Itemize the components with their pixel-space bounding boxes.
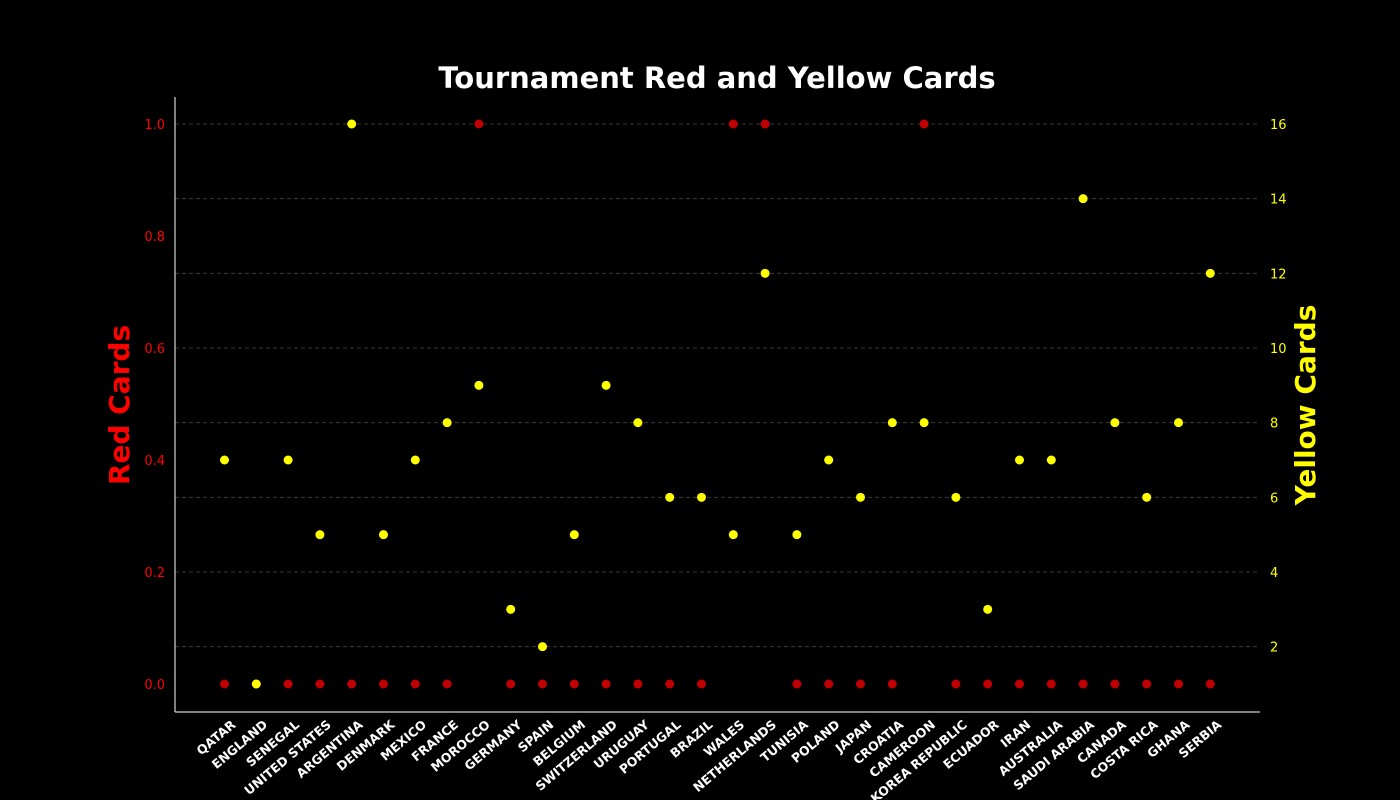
- yellow-card-point: [506, 604, 516, 614]
- red-card-point: [283, 679, 293, 689]
- yellow-card-point: [220, 455, 229, 465]
- chart-title: Tournament Red and Yellow Cards: [438, 61, 995, 95]
- right-axis-label: Yellow Cards: [1289, 305, 1322, 507]
- yellow-card-point: [379, 530, 388, 540]
- yellow-card-point: [347, 119, 357, 129]
- red-card-point: [1046, 679, 1056, 689]
- red-card-point: [760, 119, 770, 129]
- red-card-point: [633, 679, 643, 689]
- yellow-card-point: [919, 418, 929, 428]
- red-card-point: [792, 679, 802, 689]
- yellow-card-point: [1046, 455, 1056, 465]
- left-tick-label: 0.8: [144, 230, 165, 245]
- right-tick-label: 6: [1270, 491, 1278, 506]
- right-tick-label: 16: [1270, 118, 1287, 133]
- red-card-point: [506, 679, 516, 689]
- yellow-card-point: [1015, 455, 1024, 465]
- yellow-card-point: [410, 455, 420, 465]
- red-card-point: [569, 679, 579, 689]
- yellow-card-point: [474, 380, 484, 390]
- yellow-card-point: [442, 418, 452, 428]
- yellow-card-point: [283, 455, 293, 465]
- right-tick-label: 8: [1270, 417, 1278, 432]
- yellow-card-point: [665, 492, 675, 502]
- red-card-point: [1015, 679, 1024, 689]
- yellow-card-point: [792, 530, 802, 540]
- right-tick-label: 12: [1270, 267, 1287, 282]
- red-card-point: [379, 679, 388, 689]
- red-card-point: [220, 679, 229, 689]
- left-axis-ticks: 0.0 0.2 0.4 0.6 0.8 1.0: [144, 118, 165, 693]
- yellow-card-point: [1142, 492, 1152, 502]
- data-points: [220, 119, 1215, 689]
- yellow-card-point: [951, 492, 961, 502]
- right-tick-label: 10: [1270, 342, 1287, 357]
- yellow-card-point: [887, 418, 897, 428]
- red-card-point: [442, 679, 452, 689]
- red-card-point: [665, 679, 675, 689]
- red-card-point: [919, 119, 929, 129]
- yellow-card-point: [251, 679, 261, 689]
- red-card-point: [1078, 679, 1088, 689]
- yellow-card-point: [983, 604, 993, 614]
- yellow-card-point: [315, 530, 325, 540]
- yellow-card-point: [760, 268, 770, 278]
- yellow-card-point: [856, 492, 865, 502]
- yellow-card-point: [1110, 418, 1120, 428]
- red-card-point: [315, 679, 325, 689]
- yellow-card-point: [1174, 418, 1183, 428]
- red-card-point: [983, 679, 993, 689]
- yellow-card-point: [697, 492, 706, 502]
- yellow-card-point: [569, 530, 579, 540]
- red-card-point: [951, 679, 961, 689]
- red-card-point: [728, 119, 738, 129]
- left-tick-label: 0.2: [144, 566, 165, 581]
- yellow-card-point: [538, 642, 547, 652]
- yellow-card-point: [1205, 268, 1215, 278]
- left-tick-label: 0.6: [144, 342, 165, 357]
- red-card-point: [601, 679, 611, 689]
- left-tick-label: 1.0: [144, 118, 165, 133]
- red-card-point: [1174, 679, 1183, 689]
- red-card-point: [347, 679, 357, 689]
- yellow-card-point: [824, 455, 834, 465]
- yellow-card-point: [601, 380, 611, 390]
- red-card-point: [887, 679, 897, 689]
- red-card-point: [1142, 679, 1152, 689]
- red-card-point: [1205, 679, 1215, 689]
- red-card-point: [824, 679, 834, 689]
- right-tick-label: 14: [1270, 193, 1287, 208]
- right-axis-ticks: 2 4 6 8 10 12 14 16: [1270, 118, 1287, 656]
- left-tick-label: 0.0: [144, 678, 165, 693]
- red-card-point: [856, 679, 865, 689]
- yellow-card-point: [728, 530, 738, 540]
- right-tick-label: 4: [1270, 566, 1278, 581]
- left-tick-label: 0.4: [144, 454, 165, 469]
- red-card-point: [538, 679, 547, 689]
- yellow-card-point: [633, 418, 643, 428]
- red-card-point: [410, 679, 420, 689]
- red-card-point: [697, 679, 706, 689]
- grid-lines: [175, 123, 1260, 648]
- left-axis-label: Red Cards: [103, 325, 136, 485]
- yellow-card-point: [1078, 194, 1088, 204]
- right-tick-label: 2: [1270, 641, 1278, 656]
- red-card-point: [474, 119, 484, 129]
- red-card-point: [1110, 679, 1120, 689]
